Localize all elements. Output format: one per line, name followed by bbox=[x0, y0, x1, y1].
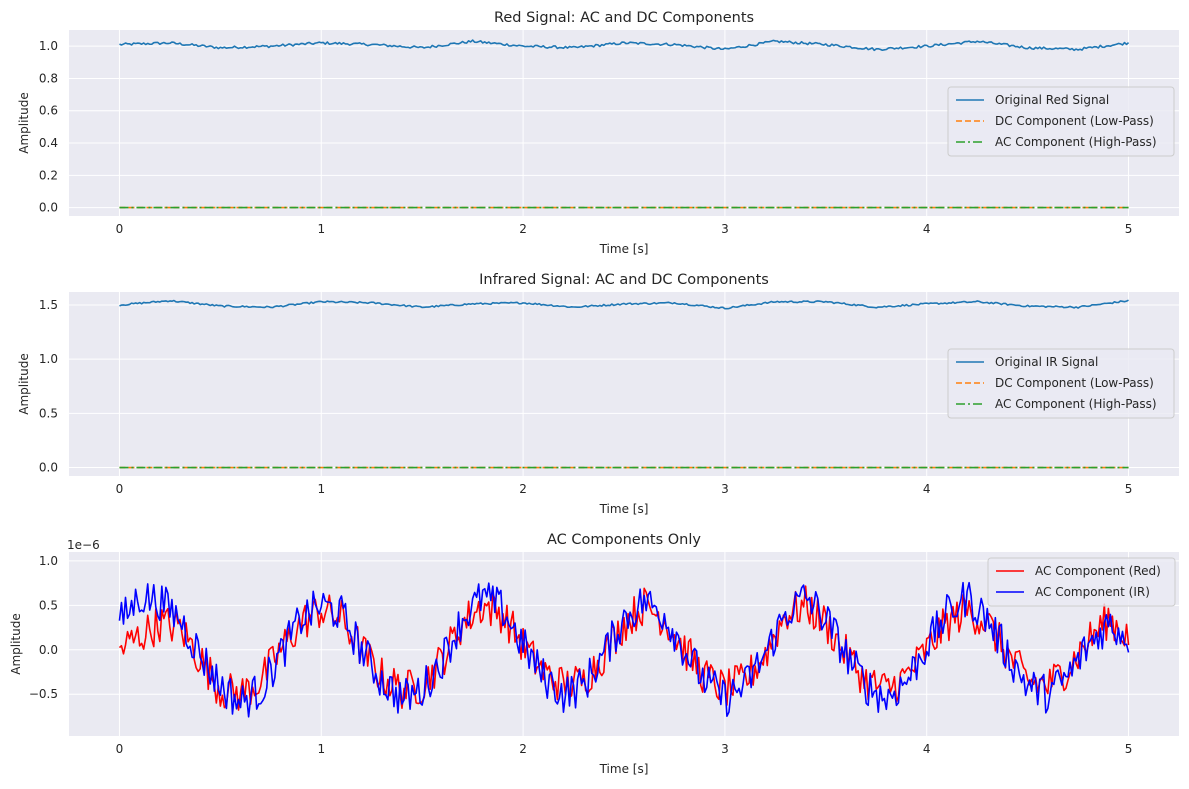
y-tick-label: 0.5 bbox=[39, 406, 58, 420]
y-tick-label: 1.0 bbox=[39, 352, 58, 366]
x-tick-label: 3 bbox=[721, 222, 729, 236]
y-tick-label: 0.5 bbox=[39, 598, 58, 612]
x-tick-label: 1 bbox=[317, 742, 325, 756]
y-tick-label: 0.4 bbox=[39, 136, 58, 150]
x-axis-label: Time [s] bbox=[599, 502, 649, 516]
series-layer bbox=[119, 299, 1129, 469]
y-tick-label: 1.0 bbox=[39, 554, 58, 568]
y-axis-label: Amplitude bbox=[9, 613, 23, 675]
y-tick-label: 0.2 bbox=[39, 168, 58, 182]
x-tick-label: 2 bbox=[519, 482, 527, 496]
x-tick-label: 5 bbox=[1125, 742, 1133, 756]
y-axis-label: Amplitude bbox=[17, 92, 31, 154]
y-tick-label: 1.5 bbox=[39, 298, 58, 312]
x-tick-label: 3 bbox=[721, 482, 729, 496]
series-line-2 bbox=[118, 581, 1130, 718]
x-axis-label: Time [s] bbox=[599, 762, 649, 776]
x-tick-label: 5 bbox=[1125, 222, 1133, 236]
y-tick-label: −0.5 bbox=[29, 687, 58, 701]
x-tick-label: 2 bbox=[519, 742, 527, 756]
legend-label: DC Component (Low-Pass) bbox=[995, 114, 1154, 128]
legend-box bbox=[947, 348, 1175, 419]
series-line-1 bbox=[119, 39, 1130, 52]
y-offset-label: 1e−6 bbox=[67, 538, 100, 552]
y-tick-label: 0.6 bbox=[39, 104, 58, 118]
legend-label: AC Component (High-Pass) bbox=[995, 135, 1157, 149]
x-tick-label: 5 bbox=[1125, 482, 1133, 496]
series-layer bbox=[119, 39, 1130, 209]
x-tick-label: 1 bbox=[317, 222, 325, 236]
legend: Original Red Signal DC Component (Low-Pas… bbox=[947, 86, 1175, 157]
chart-title: Red Signal: AC and DC Components bbox=[494, 10, 754, 26]
series-line-1 bbox=[118, 585, 1130, 711]
series-layer bbox=[118, 581, 1130, 718]
chart-panel-2: 0 1 2 3 4 5 0.0 0.5 1.0 1.5 Infrared Signal: AC an… bbox=[17, 272, 1179, 516]
x-axis-label: Time [s] bbox=[599, 242, 649, 256]
chart-panel-1: 0 1 2 3 4 5 0.0 0.2 0.4 0.6 0.8 1.0 Red Signal: AC a… bbox=[17, 10, 1179, 256]
legend-label: Original IR Signal bbox=[995, 355, 1098, 369]
chart-title: Infrared Signal: AC and DC Components bbox=[479, 272, 769, 288]
y-tick-label: 0.0 bbox=[39, 461, 58, 475]
x-tick-label: 0 bbox=[116, 222, 124, 236]
y-tick-label: 0.0 bbox=[39, 201, 58, 215]
legend-label: AC Component (IR) bbox=[1035, 585, 1150, 599]
x-tick-label: 3 bbox=[721, 742, 729, 756]
legend-label: AC Component (Red) bbox=[1035, 564, 1161, 578]
x-tick-label: 4 bbox=[923, 742, 931, 756]
y-axis-label: Amplitude bbox=[17, 353, 31, 415]
legend-label: AC Component (High-Pass) bbox=[995, 397, 1157, 411]
legend: Original IR Signal DC Component (Low-Pass… bbox=[947, 348, 1175, 419]
legend-label: Original Red Signal bbox=[995, 93, 1109, 107]
legend-box bbox=[947, 86, 1175, 157]
y-tick-label: 1.0 bbox=[39, 39, 58, 53]
x-tick-label: 1 bbox=[317, 482, 325, 496]
y-tick-label: 0.0 bbox=[39, 643, 58, 657]
x-tick-label: 4 bbox=[923, 482, 931, 496]
chart-title: AC Components Only bbox=[547, 532, 701, 548]
series-line-1 bbox=[119, 299, 1129, 310]
legend-box bbox=[987, 557, 1176, 607]
x-tick-label: 4 bbox=[923, 222, 931, 236]
x-tick-label: 0 bbox=[116, 742, 124, 756]
legend: AC Component (Red) AC Component (IR) bbox=[987, 557, 1176, 607]
y-tick-label: 0.8 bbox=[39, 71, 58, 85]
x-tick-label: 2 bbox=[519, 222, 527, 236]
x-tick-label: 0 bbox=[116, 482, 124, 496]
chart-panel-3: 0 1 2 3 4 5 −0.5 0.0 0.5 1.0 AC Components Only Tim… bbox=[9, 532, 1179, 776]
legend-label: DC Component (Low-Pass) bbox=[995, 376, 1154, 390]
